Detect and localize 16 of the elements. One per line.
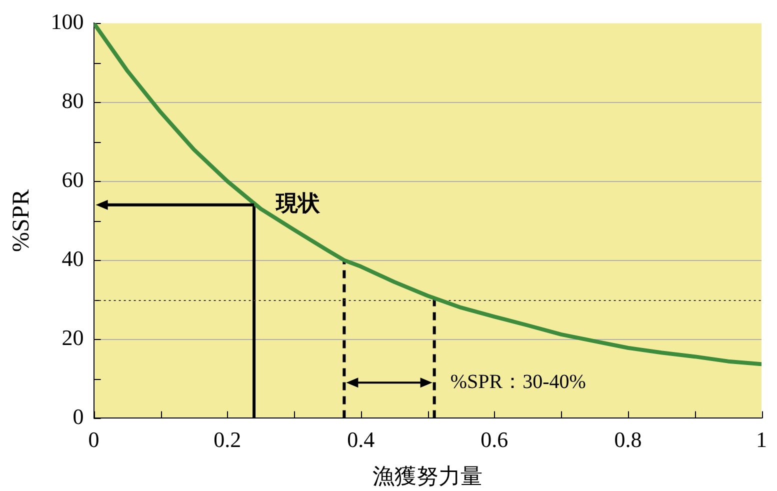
- x-axis-title: 漁獲努力量: [372, 464, 483, 490]
- x-tick-label: 0: [88, 427, 100, 452]
- x-tick-label: 0.2: [214, 427, 242, 452]
- y-tick-label: 40: [62, 246, 84, 271]
- y-tick-label: 0: [72, 404, 84, 429]
- y-tick-label: 60: [62, 166, 84, 192]
- x-tick-label: 0.4: [347, 427, 375, 452]
- annotation: 現状: [275, 192, 322, 217]
- y-tick-label: 100: [50, 8, 84, 34]
- annotation: %SPR：30-40%: [450, 370, 586, 393]
- y-tick-label: 80: [62, 88, 84, 113]
- x-tick-label: 1: [756, 427, 767, 452]
- x-tick-label: 0.6: [480, 427, 508, 452]
- y-tick-label: 20: [62, 324, 84, 350]
- y-axis-title: %SPR: [8, 189, 35, 252]
- x-tick-label: 0.8: [614, 427, 642, 452]
